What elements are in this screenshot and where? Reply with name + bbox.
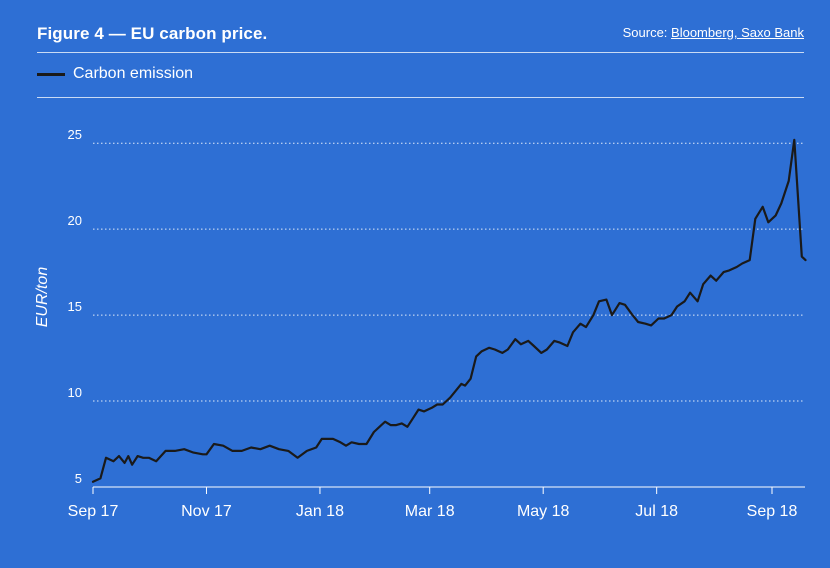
y-tick-label: 25 [68, 127, 82, 142]
y-tick-label: 20 [68, 213, 82, 228]
y-tick-label: 15 [68, 299, 82, 314]
legend-swatch [37, 72, 65, 76]
legend-divider [37, 97, 804, 98]
x-tick-label: Sep 18 [747, 503, 798, 520]
series-line-carbon-emission [91, 138, 807, 483]
x-tick-label: Mar 18 [405, 503, 455, 520]
x-tick-label: Sep 17 [68, 503, 119, 520]
source-note: Source: Bloomberg, Saxo Bank [623, 25, 804, 40]
source-link[interactable]: Bloomberg, Saxo Bank [671, 25, 804, 40]
source-prefix: Source: [622, 25, 672, 40]
header-divider [37, 52, 804, 53]
legend: Carbon emission [37, 65, 193, 83]
x-tick-label: Jul 18 [635, 503, 678, 520]
legend-label: Carbon emission [73, 65, 194, 82]
y-tick-label: 5 [75, 471, 82, 486]
chart-title: Figure 4 — EU carbon price. [37, 24, 268, 43]
y-tick-label: 10 [68, 385, 82, 400]
x-tick-label: Jan 18 [296, 503, 344, 520]
x-tick-label: Nov 17 [181, 503, 232, 520]
x-tick-label: May 18 [517, 503, 570, 520]
y-axis-label: EUR/ton [34, 267, 51, 328]
